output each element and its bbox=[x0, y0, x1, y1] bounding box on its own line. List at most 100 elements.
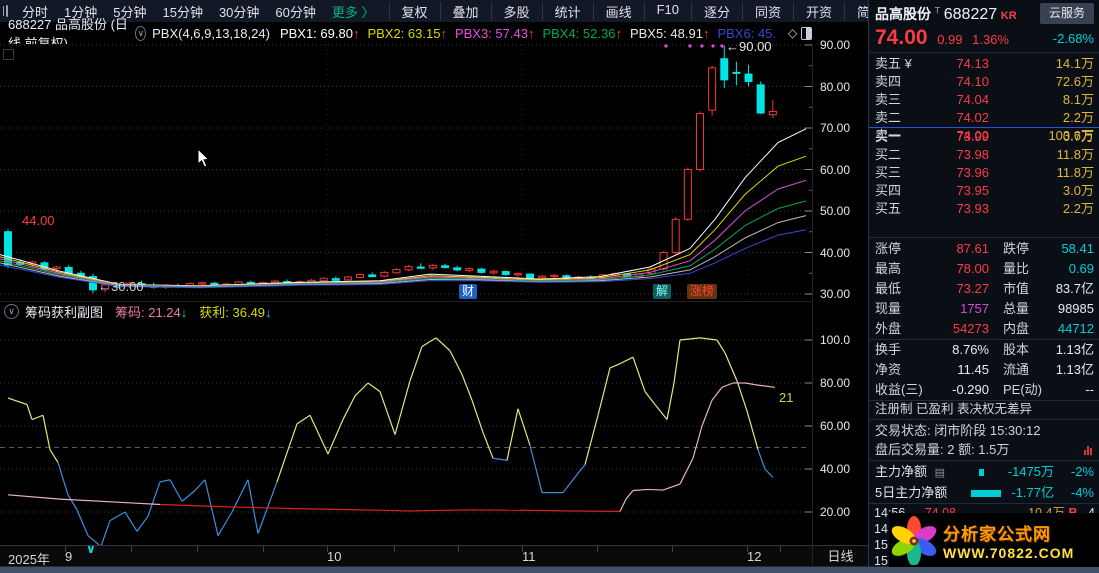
x-axis-tick bbox=[672, 546, 673, 552]
sell-row-5[interactable]: 卖五 ¥ 74.13 14.1万 bbox=[869, 55, 1099, 73]
menu-button-0[interactable]: 复权 bbox=[388, 1, 440, 21]
buy-row-1[interactable]: 买一 73.99 0.7万 bbox=[869, 128, 1099, 146]
stat-label: PE(动) bbox=[1003, 382, 1043, 397]
menu-button-1[interactable]: 叠加 bbox=[439, 1, 491, 21]
sell-row-2[interactable]: 卖二 74.02 2.2万 bbox=[869, 109, 1099, 127]
more-button[interactable]: 更多 〉 bbox=[331, 4, 375, 20]
trading-status: 交易状态: 闭市阶段 15:30:12 bbox=[875, 423, 1041, 438]
stat-row-3: 现量 1757 总量 98985 bbox=[869, 299, 1099, 319]
event-badge-财[interactable]: 财 bbox=[459, 284, 478, 299]
x-axis-tick bbox=[131, 546, 132, 552]
sub-indicator-values: 筹码: 21.24↓ 获利: 36.49↓ bbox=[103, 302, 272, 321]
buy-row-3[interactable]: 买三 73.96 11.8万 bbox=[869, 164, 1099, 182]
period-button-4[interactable]: 30分钟 bbox=[218, 4, 260, 20]
x-axis-tick bbox=[780, 546, 781, 552]
price-annotation-2: ←90.00 bbox=[726, 39, 772, 54]
layout-window-icon[interactable] bbox=[3, 5, 8, 17]
period-button-5[interactable]: 60分钟 bbox=[275, 4, 316, 20]
stat-value: -0.290 bbox=[952, 382, 989, 397]
event-marker-chevron[interactable]: ∨ bbox=[86, 542, 96, 556]
net-flow-5d-row: 5日主力净额 -1.77亿 -4% bbox=[875, 483, 1094, 503]
x-axis-tick bbox=[747, 546, 748, 552]
afterhours-volume: 盘后交易量: 2 额: 1.5万 bbox=[875, 440, 1094, 459]
period-button-2[interactable]: 5分钟 bbox=[113, 4, 147, 20]
collapse-chevron-icon[interactable]: ∨ bbox=[135, 25, 147, 41]
buy-row-2[interactable]: 买二 73.98 11.8万 bbox=[869, 146, 1099, 164]
sell-label: 卖二 bbox=[875, 110, 902, 125]
sell-price[interactable]: 74.02 bbox=[956, 110, 989, 125]
up-arrow-icon: ↑ bbox=[527, 25, 535, 41]
chart-header: 688227 品高股份 (日线.前复权) ∨ PBX(4,6,9,13,18,2… bbox=[0, 17, 812, 51]
menu-button-8[interactable]: 开资 bbox=[793, 1, 844, 21]
buy-price[interactable]: 73.99 bbox=[956, 129, 989, 144]
sub-collapse-chevron-icon[interactable]: ∨ bbox=[4, 303, 19, 319]
indicator-name[interactable]: PBX(4,6,9,13,18,24) bbox=[152, 25, 270, 41]
stock-name-row: 品高股份 T 688227 KR bbox=[875, 4, 1017, 24]
menu-button-3[interactable]: 统计 bbox=[541, 1, 593, 21]
event-badge-涨榜[interactable]: 涨榜 bbox=[687, 284, 718, 299]
buy-row-4[interactable]: 买四 73.95 3.0万 bbox=[869, 182, 1099, 200]
up-arrow-icon: ↑ bbox=[615, 25, 622, 41]
sub-indicator-text: 筹码: 21.24 bbox=[115, 304, 181, 320]
buy-price[interactable]: 73.96 bbox=[956, 165, 989, 180]
chart-corner-icon[interactable] bbox=[3, 49, 14, 60]
kr-badge[interactable]: KR bbox=[1000, 10, 1017, 22]
sub-line-tag: 21 bbox=[779, 390, 794, 405]
sell-label: 卖三 bbox=[875, 92, 902, 107]
period-button-0[interactable]: 分时 bbox=[22, 4, 49, 20]
buy-volume: 3.0万 bbox=[1062, 183, 1094, 198]
panel-toggle-icon[interactable] bbox=[801, 26, 812, 40]
menu-button-2[interactable]: 多股 bbox=[490, 1, 542, 21]
tick-row-1[interactable]: 14 bbox=[869, 521, 1099, 537]
x-axis: 2025年 9 10 11 12 bbox=[0, 545, 812, 567]
stat-label: 涨停 bbox=[875, 241, 902, 256]
sell-row-4[interactable]: 卖四 74.10 72.6万 bbox=[869, 73, 1099, 91]
y-axis-label-80: 80.00 bbox=[820, 79, 851, 94]
stock-code: 688227 bbox=[943, 6, 998, 23]
diamond-icon[interactable]: ◇ bbox=[787, 26, 798, 40]
sub-chart-title[interactable]: 筹码获利副图 bbox=[25, 304, 104, 320]
afterhours-chart-icon[interactable] bbox=[1083, 443, 1092, 455]
period-indicator[interactable]: 日线 bbox=[813, 545, 868, 567]
stat-row-6: 净资 11.45 流通 1.13亿 bbox=[869, 360, 1099, 380]
buy-label: 买四 bbox=[875, 183, 902, 198]
net-flow-5d-label: 5日主力净额 bbox=[875, 485, 948, 500]
menu-button-5[interactable]: F10 bbox=[643, 1, 691, 21]
buy-row-5[interactable]: 买五 73.93 2.2万 bbox=[869, 200, 1099, 218]
menu-button-6[interactable]: 逐分 bbox=[691, 1, 742, 21]
last-price: 74.00 bbox=[875, 26, 928, 49]
margin-t-badge[interactable]: T bbox=[934, 5, 941, 16]
price-row: 74.00 0.99 1.36% bbox=[875, 26, 1009, 50]
sell-volume: 14.1万 bbox=[1055, 56, 1094, 71]
menu-button-7[interactable]: 同资 bbox=[742, 1, 793, 21]
sell-volume: 72.6万 bbox=[1055, 74, 1094, 89]
x-axis-tick bbox=[522, 546, 523, 552]
menu-button-4[interactable]: 画线 bbox=[592, 1, 644, 21]
stat-label: 总量 bbox=[1003, 301, 1030, 316]
indicator-text: PBX2: 63.15 bbox=[367, 25, 441, 41]
detail-doc-icon[interactable]: ▤ bbox=[934, 467, 946, 479]
buy-price[interactable]: 73.93 bbox=[956, 201, 989, 216]
sub-indicator-chart[interactable] bbox=[0, 320, 812, 545]
main-candlestick-chart[interactable] bbox=[0, 44, 812, 302]
sell-price[interactable]: 74.04 bbox=[956, 92, 989, 107]
sell-price[interactable]: 74.13 bbox=[956, 56, 989, 71]
down-arrow-icon: ↓ bbox=[265, 304, 272, 320]
stat-value: 0.69 bbox=[1068, 261, 1094, 276]
period-button-1[interactable]: 1分钟 bbox=[64, 4, 98, 20]
tick-row-3[interactable]: 15 bbox=[869, 553, 1099, 569]
y-axis-label-50: 50.00 bbox=[820, 204, 851, 218]
period-button-3[interactable]: 15分钟 bbox=[162, 4, 203, 20]
quote-panel: 品高股份 T 688227 KR 云服务 74.00 0.99 1.36% -2… bbox=[868, 0, 1099, 569]
buy-price[interactable]: 73.98 bbox=[956, 147, 989, 162]
bottom-scrollbar[interactable] bbox=[0, 566, 1099, 573]
sector-button[interactable]: 云服务 bbox=[1040, 3, 1094, 24]
tick-row-2[interactable]: 15 bbox=[869, 537, 1099, 553]
stat-value: 58.41 bbox=[1061, 241, 1094, 256]
sell-row-3[interactable]: 卖三 74.04 8.1万 bbox=[869, 91, 1099, 109]
y-axis-label-70: 70.00 bbox=[820, 121, 851, 135]
buy-price[interactable]: 73.95 bbox=[956, 183, 989, 198]
x-axis-tick bbox=[197, 546, 198, 552]
sell-price[interactable]: 74.10 bbox=[956, 74, 989, 89]
event-badge-解[interactable]: 解 bbox=[653, 284, 672, 299]
